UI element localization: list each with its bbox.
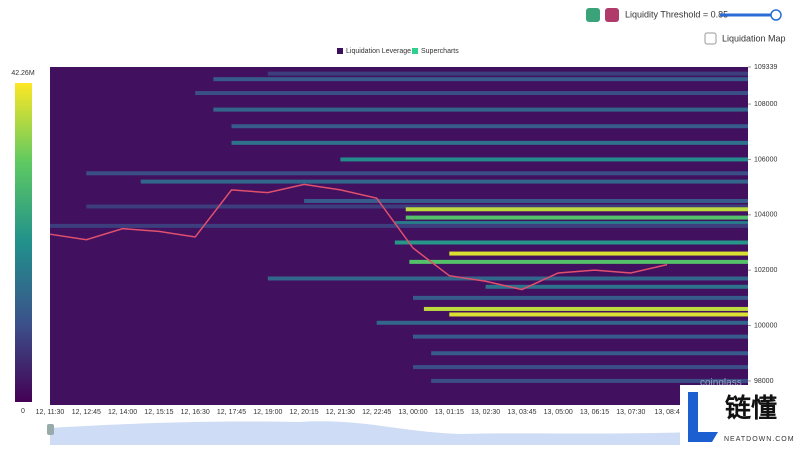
heat-band (405, 207, 748, 212)
site-name: 链懂 (725, 393, 777, 423)
heat-band (394, 240, 748, 245)
y-tick-label: 108000 (754, 101, 777, 108)
site-url: NEATDOWN.COM (724, 436, 795, 443)
x-tick-label: 13, 07:30 (616, 409, 645, 416)
heat-band (376, 320, 748, 325)
x-tick-label: 12, 12:45 (72, 409, 101, 416)
x-tick-label: 13, 00:00 (398, 409, 427, 416)
x-tick-label: 12, 11:30 (36, 409, 65, 416)
threshold-label: Liquidity Threshold = 0.85 (625, 9, 728, 19)
y-tick-label: 104000 (754, 212, 777, 219)
heat-band (431, 351, 748, 356)
heat-band (213, 77, 749, 82)
legend-label: Liquidation Leverage (346, 48, 411, 55)
heat-band (340, 157, 748, 162)
heat-band (231, 140, 748, 145)
x-tick-label: 12, 22:45 (362, 409, 391, 416)
navigator-handle[interactable] (47, 424, 54, 435)
heat-band (394, 221, 748, 226)
heat-band (431, 378, 748, 383)
logo-mark (688, 392, 718, 442)
theme-swatch[interactable] (586, 8, 600, 22)
slider-handle[interactable] (770, 9, 782, 21)
heat-band (413, 334, 748, 339)
map-label[interactable]: Liquidation Map (722, 33, 786, 43)
x-tick-label: 13, 06:15 (580, 409, 609, 416)
x-tick-label: 13, 01:15 (435, 409, 464, 416)
x-tick-label: 13, 02:30 (471, 409, 500, 416)
heat-band (195, 90, 748, 95)
x-tick-label: 13, 05:00 (544, 409, 573, 416)
heat-band (423, 306, 748, 311)
theme-swatch[interactable] (605, 8, 619, 22)
legend-swatch (337, 48, 343, 54)
x-tick-label: 12, 16:30 (181, 409, 210, 416)
heat-band (413, 295, 748, 300)
heat-band (86, 204, 749, 209)
heat-band (449, 312, 748, 317)
legend-label: Supercharts (421, 48, 459, 55)
heat-band (86, 171, 749, 176)
x-tick-label: 13, 08:4 (654, 409, 679, 416)
heat-band (267, 276, 748, 281)
x-tick-label: 12, 20:15 (289, 409, 318, 416)
y-tick-label: 109339 (754, 64, 777, 71)
price-line (49, 183, 668, 291)
navigator[interactable] (50, 421, 748, 445)
heat-band (50, 223, 748, 228)
y-tick-label: 98000 (754, 378, 774, 385)
x-tick-label: 12, 14:00 (108, 409, 137, 416)
heat-band (485, 284, 748, 289)
heat-band (304, 198, 748, 203)
x-tick-label: 12, 15:15 (144, 409, 173, 416)
heat-band (231, 124, 748, 129)
checkbox[interactable] (704, 32, 717, 45)
heat-band (267, 71, 748, 76)
heat-band (140, 179, 748, 184)
heat-band (409, 259, 748, 264)
heat-band (213, 107, 749, 112)
x-tick-label: 12, 17:45 (217, 409, 246, 416)
legend-swatch (412, 48, 418, 54)
logo-bg (680, 385, 800, 456)
heat-band (405, 215, 748, 220)
brand-watermark: coinglass (700, 378, 742, 389)
y-tick-label: 106000 (754, 156, 777, 163)
y-tick-label: 100000 (754, 322, 777, 329)
x-tick-label: 12, 19:00 (253, 409, 282, 416)
colorbar (15, 83, 32, 402)
heat-band (449, 251, 748, 256)
watermark: coinglass 链懂 NEATDOWN.COM (680, 378, 800, 456)
heat-band (413, 365, 748, 370)
x-tick-label: 13, 03:45 (507, 409, 536, 416)
colorbar-label: 0 (21, 408, 25, 415)
colorbar-label: 42.26M (11, 70, 35, 77)
y-tick-label: 102000 (754, 267, 777, 274)
plot-bg (50, 67, 748, 405)
x-tick-label: 12, 21:30 (326, 409, 355, 416)
